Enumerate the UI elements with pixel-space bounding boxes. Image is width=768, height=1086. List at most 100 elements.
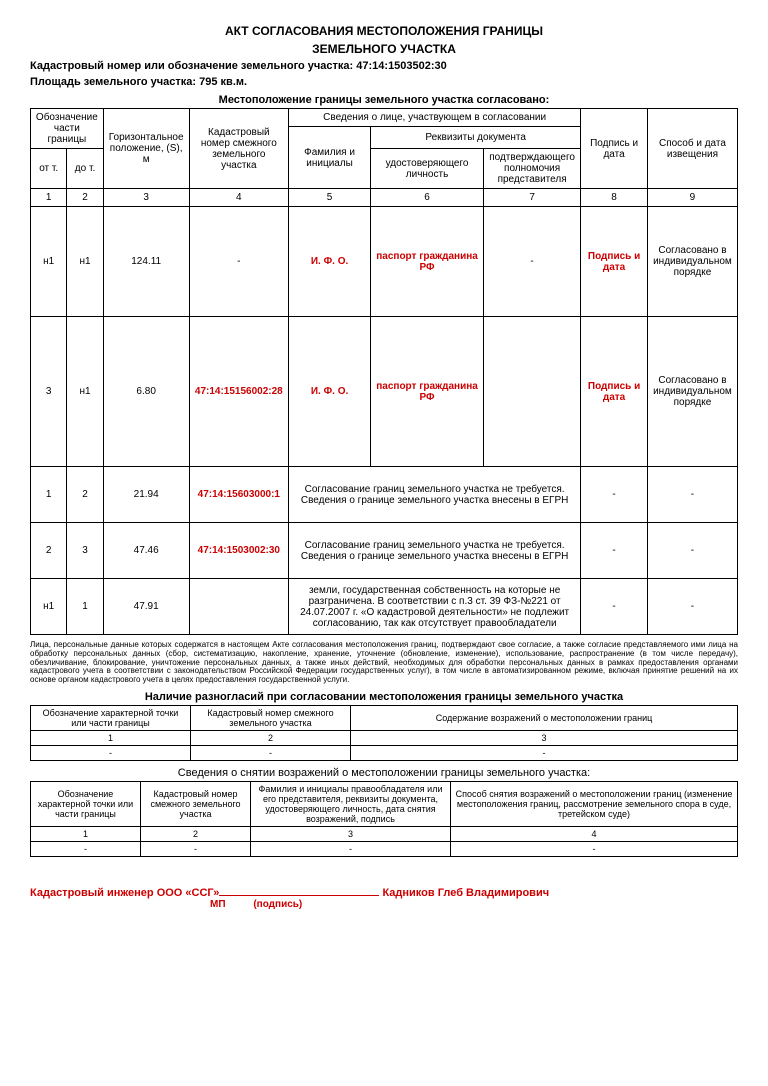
cell: - <box>647 523 737 579</box>
cell: - <box>31 745 191 760</box>
cell: - <box>581 579 648 635</box>
n4: 4 <box>189 189 288 207</box>
sig-mp: МП <box>210 899 226 910</box>
cell: И. Ф. О. <box>289 317 371 467</box>
cell: Способ снятия возражений о местоположени… <box>451 781 738 826</box>
table-row: 2 3 47.46 47:14:1503002:30 Согласование … <box>31 523 738 579</box>
cell: 47.46 <box>103 523 189 579</box>
cell: - <box>647 467 737 523</box>
cell: 3 <box>351 730 738 745</box>
h-c6: Способ и дата извещения <box>647 109 737 189</box>
cell: 47:14:1503002:30 <box>189 523 288 579</box>
cell: н1 <box>67 317 103 467</box>
cell: 6.80 <box>103 317 189 467</box>
h-c1a: от т. <box>31 149 67 189</box>
cell: паспорт гражданина РФ <box>371 207 484 317</box>
h-c4: Сведения о лице, участвующем в согласова… <box>289 109 581 127</box>
cell: 21.94 <box>103 467 189 523</box>
table-row: 1 2 21.94 47:14:15603000:1 Согласование … <box>31 467 738 523</box>
h-c3: Кадастровый номер смежного земельного уч… <box>189 109 288 189</box>
n9: 9 <box>647 189 737 207</box>
cell: - <box>191 745 351 760</box>
cell: Согласовано в индивидуальном порядке <box>647 207 737 317</box>
sig-name: Кадников Глеб Владимирович <box>382 887 549 899</box>
cell <box>189 579 288 635</box>
table-row: 3 н1 6.80 47:14:15156002:28 И. Ф. О. пас… <box>31 317 738 467</box>
n5: 5 <box>289 189 371 207</box>
area-line: Площадь земельного участка: 795 кв.м. <box>30 76 738 88</box>
table-row: н1 н1 124.11 - И. Ф. О. паспорт граждани… <box>31 207 738 317</box>
cell: 4 <box>451 826 738 841</box>
n3: 3 <box>103 189 189 207</box>
cell: И. Ф. О. <box>289 207 371 317</box>
main-table: Обозначение части границы Горизонтальное… <box>30 108 738 635</box>
signature-line: Кадастровый инженер ООО «ССГ» Кадников Г… <box>30 887 738 899</box>
cell: Кадастровый номер смежного земельного уч… <box>191 705 351 730</box>
cell: Кадастровый номер смежного земельного уч… <box>141 781 251 826</box>
cell: Подпись и дата <box>581 207 648 317</box>
sig-prefix: Кадастровый инженер ООО «ССГ» <box>30 887 219 899</box>
h-c5: Подпись и дата <box>581 109 648 189</box>
cell: 3 <box>31 317 67 467</box>
removal-table: Обозначение характерной точки или части … <box>30 781 738 857</box>
agreed-header: Местоположение границы земельного участк… <box>30 94 738 106</box>
cell: 1 <box>67 579 103 635</box>
h-c1: Обозначение части границы <box>31 109 104 149</box>
cell: 47.91 <box>103 579 189 635</box>
cell: - <box>189 207 288 317</box>
removal-header: Сведения о снятии возражений о местополо… <box>30 767 738 779</box>
cell: 2 <box>141 826 251 841</box>
n1: 1 <box>31 189 67 207</box>
h-c4b2: подтверждающего полномочия представителя <box>483 149 580 189</box>
cell: - <box>351 745 738 760</box>
cell: н1 <box>31 579 67 635</box>
cell: Согласовано в индивидуальном порядке <box>647 317 737 467</box>
h-c4b: Реквизиты документа <box>371 127 581 149</box>
cell: Обозначение характерной точки или части … <box>31 781 141 826</box>
cell: - <box>483 207 580 317</box>
cell: Фамилия и инициалы правообладателя или е… <box>251 781 451 826</box>
h-c1b: до т. <box>67 149 103 189</box>
cell: Подпись и дата <box>581 317 648 467</box>
n8: 8 <box>581 189 648 207</box>
cell: Обозначение характерной точки или части … <box>31 705 191 730</box>
h-c4b1: удостоверяющего личность <box>371 149 484 189</box>
cell: - <box>251 841 451 856</box>
cell: 3 <box>251 826 451 841</box>
cell <box>483 317 580 467</box>
cell: земли, государственная собственность на … <box>289 579 581 635</box>
cell: паспорт гражданина РФ <box>371 317 484 467</box>
legal-text: Лица, персональные данные которых содерж… <box>30 641 738 685</box>
cell: - <box>451 841 738 856</box>
cell: н1 <box>67 207 103 317</box>
cell: 47:14:15156002:28 <box>189 317 288 467</box>
cell: н1 <box>31 207 67 317</box>
cell: 2 <box>31 523 67 579</box>
cell: 2 <box>191 730 351 745</box>
doc-title-1: АКТ СОГЛАСОВАНИЯ МЕСТОПОЛОЖЕНИЯ ГРАНИЦЫ <box>30 24 738 38</box>
cell: - <box>581 523 648 579</box>
cadastre-line: Кадастровый номер или обозначение земель… <box>30 60 738 72</box>
cell: 2 <box>67 467 103 523</box>
cell: 3 <box>67 523 103 579</box>
cell: 124.11 <box>103 207 189 317</box>
objections-header: Наличие разногласий при согласовании мес… <box>30 691 738 703</box>
cell: - <box>581 467 648 523</box>
n7: 7 <box>483 189 580 207</box>
cell: 1 <box>31 826 141 841</box>
table-row: н1 1 47.91 земли, государственная собств… <box>31 579 738 635</box>
objections-table: Обозначение характерной точки или части … <box>30 705 738 761</box>
doc-title-2: ЗЕМЕЛЬНОГО УЧАСТКА <box>30 42 738 56</box>
sig-sign: (подпись) <box>253 899 302 910</box>
cell: Согласование границ земельного участка н… <box>289 523 581 579</box>
cell: 1 <box>31 467 67 523</box>
signature-sub: МП (подпись) <box>30 899 738 910</box>
cell: - <box>647 579 737 635</box>
h-c4a: Фамилия и инициалы <box>289 127 371 189</box>
cell: - <box>141 841 251 856</box>
h-c2: Горизонтальное положение, (S), м <box>103 109 189 189</box>
cell: Согласование границ земельного участка н… <box>289 467 581 523</box>
cell: 47:14:15603000:1 <box>189 467 288 523</box>
n2: 2 <box>67 189 103 207</box>
cell: Содержание возражений о местоположении г… <box>351 705 738 730</box>
